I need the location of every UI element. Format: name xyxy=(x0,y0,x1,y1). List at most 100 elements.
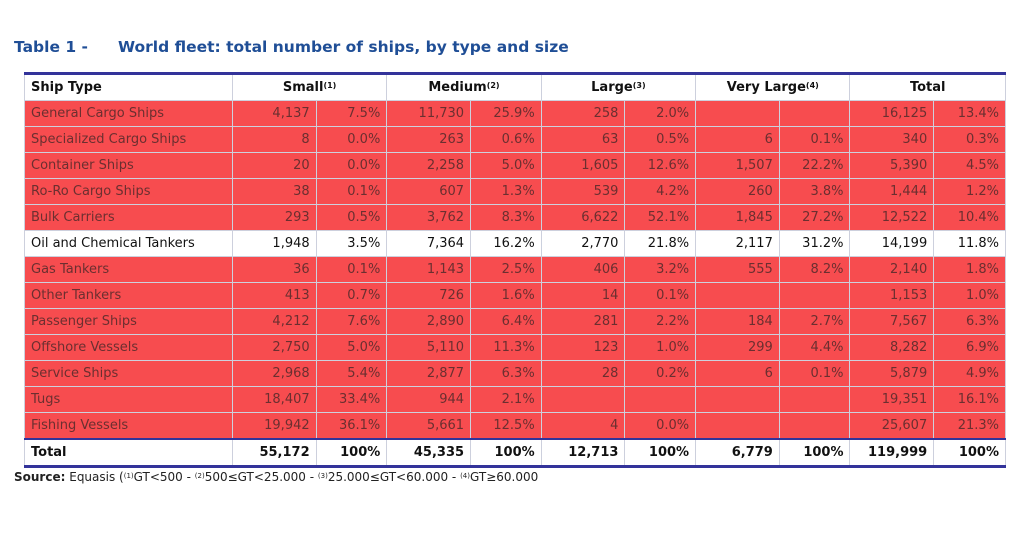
table-row: Gas Tankers 36 0.1% 1,143 2.5% 406 3.2% 555 8.2%… xyxy=(24,256,1006,283)
percent-cell: 36.1% xyxy=(315,412,388,440)
percent-cell: 8.2% xyxy=(778,256,851,283)
count-cell: 2,117 xyxy=(695,230,780,257)
table-row: General Cargo Ships 4,137 7.5% 11,730 25.9% 2… xyxy=(24,100,1006,127)
percent-cell: 11.3% xyxy=(470,334,542,361)
percent-cell: 2.7% xyxy=(778,308,851,335)
count-cell: 4,212 xyxy=(231,308,317,335)
percent-cell: 12.6% xyxy=(624,152,697,179)
ship-type-cell: Offshore Vessels xyxy=(24,334,233,361)
ship-type-cell: Gas Tankers xyxy=(24,256,233,283)
percent-cell: 22.2% xyxy=(778,152,851,179)
total-percent-cell: 100% xyxy=(315,438,388,467)
table-body: General Cargo Ships 4,137 7.5% 11,730 25.9% 2… xyxy=(24,100,1006,440)
count-cell: 18,407 xyxy=(231,386,317,413)
table-row: Fishing Vessels 19,942 36.1% 5,661 12.5% 4 0.0… xyxy=(24,412,1006,440)
percent-cell: 1.6% xyxy=(470,282,542,309)
percent-cell: 0.7% xyxy=(315,282,388,309)
table-row: Bulk Carriers 293 0.5% 3,762 8.3% 6,622 52.1% 1… xyxy=(24,204,1006,231)
table-row: Tugs 18,407 33.4% 944 2.1% 19,351 16.1% xyxy=(24,386,1006,413)
total-label-cell: Total xyxy=(24,438,233,467)
count-cell: 5,879 xyxy=(849,360,935,387)
percent-cell xyxy=(778,412,851,440)
percent-cell xyxy=(778,386,851,413)
count-cell: 3,762 xyxy=(386,204,472,231)
percent-cell: 52.1% xyxy=(624,204,697,231)
percent-cell: 6.4% xyxy=(470,308,542,335)
count-cell xyxy=(695,386,780,413)
count-cell: 726 xyxy=(386,282,472,309)
footnote-text: 500≤GT<25.000 xyxy=(204,470,306,484)
count-cell: 281 xyxy=(540,308,626,335)
percent-cell: 0.5% xyxy=(624,126,697,153)
footnote-text: GT<500 xyxy=(133,470,183,484)
percent-cell: 3.8% xyxy=(778,178,851,205)
header-label: Medium xyxy=(428,80,487,95)
count-cell: 1,444 xyxy=(849,178,935,205)
count-cell: 7,567 xyxy=(849,308,935,335)
percent-cell: 0.6% xyxy=(470,126,542,153)
percent-cell: 3.5% xyxy=(315,230,388,257)
count-cell: 2,140 xyxy=(849,256,935,283)
percent-cell: 33.4% xyxy=(315,386,388,413)
percent-cell: 6.3% xyxy=(933,308,1006,335)
percent-cell: 0.0% xyxy=(315,126,388,153)
header-label: Large xyxy=(591,80,633,95)
count-cell xyxy=(540,386,626,413)
count-cell: 1,948 xyxy=(231,230,317,257)
percent-cell: 5.4% xyxy=(315,360,388,387)
table-row: Service Ships 2,968 5.4% 2,877 6.3% 28 0.2% 6 0.… xyxy=(24,360,1006,387)
count-cell: 1,143 xyxy=(386,256,472,283)
table-row: Passenger Ships 4,212 7.6% 2,890 6.4% 281 2.2%… xyxy=(24,308,1006,335)
total-count-cell: 6,779 xyxy=(695,438,780,467)
count-cell xyxy=(695,282,780,309)
count-cell: 6 xyxy=(695,360,780,387)
header-note: (4) xyxy=(805,81,819,90)
header-label: Total xyxy=(909,80,946,95)
ship-type-cell: Other Tankers xyxy=(24,282,233,309)
count-cell: 6,622 xyxy=(540,204,626,231)
percent-cell: 1.8% xyxy=(933,256,1006,283)
count-cell: 340 xyxy=(849,126,935,153)
ship-type-cell: Oil and Chemical Tankers xyxy=(24,230,233,257)
footnote-text: GT≥60.000 xyxy=(470,470,539,484)
count-cell: 293 xyxy=(231,204,317,231)
count-cell: 2,877 xyxy=(386,360,472,387)
table-row: Oil and Chemical Tankers 1,948 3.5% 7,364 16… xyxy=(24,230,1006,257)
percent-cell: 5.0% xyxy=(470,152,542,179)
count-cell: 539 xyxy=(540,178,626,205)
count-cell: 2,258 xyxy=(386,152,472,179)
percent-cell: 0.1% xyxy=(778,360,851,387)
count-cell: 38 xyxy=(231,178,317,205)
percent-cell: 13.4% xyxy=(933,100,1006,127)
count-cell: 20 xyxy=(231,152,317,179)
count-cell: 8,282 xyxy=(849,334,935,361)
percent-cell xyxy=(778,282,851,309)
header-small: Small(1) xyxy=(231,73,388,101)
count-cell: 263 xyxy=(386,126,472,153)
count-cell: 2,750 xyxy=(231,334,317,361)
source-footnote: Source: Equasis ((1)GT<500 - (2)500≤GT<2… xyxy=(14,470,539,484)
percent-cell: 12.5% xyxy=(470,412,542,440)
percent-cell: 16.2% xyxy=(470,230,542,257)
count-cell: 944 xyxy=(386,386,472,413)
count-cell: 14 xyxy=(540,282,626,309)
count-cell: 1,153 xyxy=(849,282,935,309)
total-percent-cell: 100% xyxy=(933,438,1006,467)
percent-cell: 0.5% xyxy=(315,204,388,231)
percent-cell: 25.9% xyxy=(470,100,542,127)
count-cell: 25,607 xyxy=(849,412,935,440)
percent-cell: 8.3% xyxy=(470,204,542,231)
count-cell: 14,199 xyxy=(849,230,935,257)
percent-cell: 6.3% xyxy=(470,360,542,387)
count-cell: 1,845 xyxy=(695,204,780,231)
table-caption: World fleet: total number of ships, by t… xyxy=(117,38,569,56)
count-cell: 2,890 xyxy=(386,308,472,335)
percent-cell: 0.0% xyxy=(624,412,697,440)
percent-cell: 1.0% xyxy=(933,282,1006,309)
header-total: Total xyxy=(849,73,1006,101)
percent-cell: 21.3% xyxy=(933,412,1006,440)
count-cell: 19,942 xyxy=(231,412,317,440)
total-row: Total 55,172 100% 45,335 100% 12,713 100% 6,779… xyxy=(24,438,1006,467)
footnote-mark: (1) xyxy=(123,472,134,480)
count-cell: 4,137 xyxy=(231,100,317,127)
